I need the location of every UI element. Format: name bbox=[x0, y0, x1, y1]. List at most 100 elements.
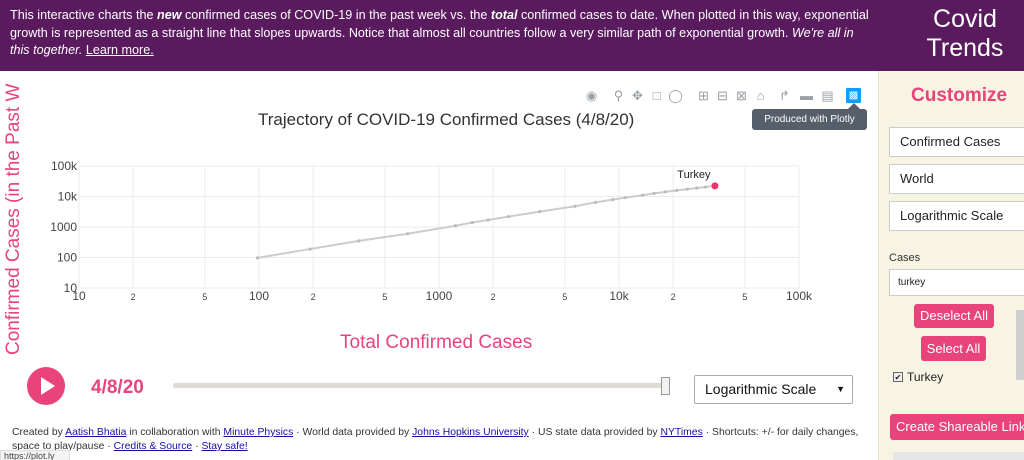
series-point bbox=[506, 214, 511, 219]
time-slider-track[interactable] bbox=[173, 383, 668, 388]
series-label: Turkey bbox=[677, 169, 711, 181]
series-point bbox=[675, 188, 679, 192]
footer-credits: Created by Aatish Bhatia in collaboratio… bbox=[12, 426, 862, 454]
tooltip-arrow bbox=[848, 103, 860, 109]
x-tick-label: 5 bbox=[382, 292, 387, 302]
series-point bbox=[652, 191, 656, 195]
country-search-input[interactable]: turkey bbox=[889, 269, 1024, 296]
time-slider-handle[interactable] bbox=[661, 377, 670, 395]
intro-text-part: confirmed cases to date. When plotted in… bbox=[10, 8, 869, 40]
camera-icon[interactable]: ◉ bbox=[585, 88, 598, 103]
jhu-link[interactable]: Johns Hopkins University bbox=[412, 427, 529, 438]
intro-text-part: This interactive charts the bbox=[10, 8, 157, 22]
x-tick-label: 5 bbox=[202, 292, 207, 302]
scale-select-value: Logarithmic Scale bbox=[705, 381, 817, 397]
x-tick-label: 2 bbox=[671, 292, 676, 302]
series-point bbox=[703, 185, 708, 189]
hover-closest-icon[interactable]: ▬ bbox=[800, 88, 813, 103]
date-display: 4/8/20 bbox=[91, 377, 144, 398]
y-tick-label: 100 bbox=[57, 251, 77, 265]
chart-title: Trajectory of COVID-19 Confirmed Cases (… bbox=[258, 110, 635, 129]
author-link[interactable]: Aatish Bhatia bbox=[65, 427, 127, 438]
x-tick-label: 100 bbox=[249, 289, 269, 303]
deselect-all-button[interactable]: Deselect All bbox=[914, 304, 994, 328]
intro-new-emphasis: new bbox=[157, 8, 182, 22]
home-icon[interactable]: ⌂ bbox=[756, 88, 765, 103]
panel-scrollbar[interactable] bbox=[1016, 310, 1024, 380]
zoom-in-icon[interactable]: ⊞ bbox=[698, 88, 709, 103]
y-tick-label: 10k bbox=[58, 190, 78, 204]
minute-physics-link[interactable]: Minute Physics bbox=[223, 427, 294, 438]
x-tick-label: 5 bbox=[562, 292, 567, 302]
learn-more-link[interactable]: Learn more. bbox=[85, 43, 154, 57]
intro-together-emphasis: We're all in this together. bbox=[10, 25, 854, 58]
plotly-logo-icon[interactable]: ▩ bbox=[846, 88, 861, 103]
metric-select[interactable]: Confirmed Cases bbox=[889, 127, 1024, 157]
footer-text: Created by bbox=[12, 427, 66, 438]
country-checkbox-row[interactable]: ✔ Turkey bbox=[893, 370, 943, 384]
app-title: Covid Trends bbox=[926, 5, 1004, 62]
series-point bbox=[623, 196, 627, 200]
scale-select[interactable]: Logarithmic Scale ▼ bbox=[694, 375, 853, 404]
series-point bbox=[538, 209, 542, 214]
autoscale-icon[interactable]: ⊠ bbox=[736, 88, 747, 103]
y-tick-label: 1000 bbox=[50, 220, 77, 234]
footer-text: · bbox=[192, 441, 202, 452]
footer-text: · World data provided by bbox=[293, 427, 413, 438]
series-point bbox=[573, 204, 577, 208]
panel-title: Customize bbox=[911, 85, 1008, 106]
box-select-icon[interactable]: □ bbox=[652, 88, 661, 103]
plotly-tooltip: Produced with Plotly bbox=[752, 109, 867, 130]
spike-lines-icon[interactable]: ↱ bbox=[779, 88, 790, 103]
play-button[interactable] bbox=[27, 367, 65, 405]
series-end-marker bbox=[711, 182, 719, 190]
intro-total-emphasis: total bbox=[490, 8, 518, 22]
series-point bbox=[695, 186, 699, 190]
intro-text: This interactive charts the new confirme… bbox=[10, 7, 870, 60]
cases-label: Cases bbox=[889, 252, 921, 264]
chevron-down-icon: ▼ bbox=[836, 384, 845, 394]
series-point bbox=[611, 198, 615, 202]
x-tick-label: 2 bbox=[131, 292, 136, 302]
create-shareable-link-button[interactable]: Create Shareable Link bbox=[890, 414, 1024, 440]
country-checkbox-label: Turkey bbox=[907, 370, 944, 384]
pan-icon[interactable]: ✥ bbox=[632, 88, 643, 103]
series-point bbox=[593, 200, 598, 205]
series-point bbox=[357, 239, 361, 243]
footer-text: · US state data provided by bbox=[528, 427, 661, 438]
series-point bbox=[685, 187, 689, 191]
nytimes-link[interactable]: NYTimes bbox=[660, 427, 703, 438]
series-point bbox=[641, 193, 645, 197]
stay-safe-link[interactable]: Stay safe! bbox=[201, 441, 248, 452]
series-point bbox=[486, 218, 490, 222]
series-point bbox=[308, 247, 312, 251]
panel-scale-select[interactable]: Logarithmic Scale bbox=[889, 201, 1024, 231]
x-tick-label: 1000 bbox=[426, 289, 453, 303]
footer-text: · Shortcuts: +/- for daily changes, spac… bbox=[12, 427, 859, 452]
x-tick-label: 5 bbox=[742, 292, 747, 302]
series-point bbox=[453, 224, 458, 228]
x-tick-label: 2 bbox=[311, 292, 316, 302]
hover-compare-icon[interactable]: ▤ bbox=[821, 88, 834, 103]
x-tick-label: 10k bbox=[609, 289, 629, 303]
panel-horizontal-scrollbar[interactable] bbox=[893, 452, 1024, 460]
x-tick-label: 2 bbox=[491, 292, 496, 302]
zoom-icon[interactable]: ⚲ bbox=[613, 88, 624, 103]
intro-text-part: confirmed cases of COVID-19 in the past … bbox=[181, 8, 491, 22]
x-tick-label: 10 bbox=[72, 289, 86, 303]
footer-text: in collaboration with bbox=[126, 427, 224, 438]
series-point bbox=[470, 220, 474, 225]
header-banner: This interactive charts the new confirme… bbox=[0, 0, 1024, 71]
customize-panel: Customize Confirmed Cases World Logarith… bbox=[878, 71, 1024, 460]
select-all-button[interactable]: Select All bbox=[921, 336, 986, 361]
series-point bbox=[663, 190, 668, 194]
zoom-out-icon[interactable]: ⊟ bbox=[717, 88, 728, 103]
x-tick-label: 100k bbox=[786, 289, 813, 303]
y-tick-label: 10 bbox=[64, 281, 78, 295]
credits-link[interactable]: Credits & Source bbox=[113, 441, 193, 452]
checkbox-checked-icon[interactable]: ✔ bbox=[893, 372, 903, 382]
region-select[interactable]: World bbox=[889, 164, 1024, 194]
x-axis-title: Total Confirmed Cases bbox=[340, 332, 533, 353]
lasso-icon[interactable]: ◯ bbox=[668, 88, 683, 103]
